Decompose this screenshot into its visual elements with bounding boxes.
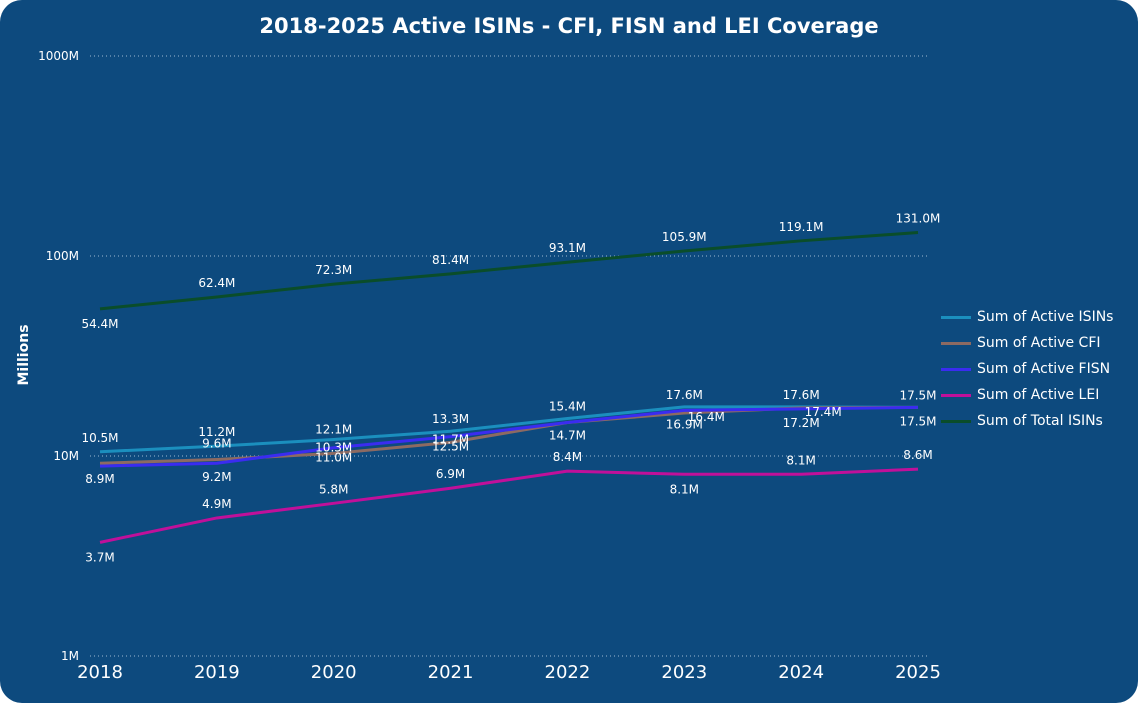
legend-item[interactable]: Sum of Active ISINs <box>941 304 1113 330</box>
data-label: 13.3M <box>432 412 469 426</box>
series-line-3 <box>99 467 919 544</box>
data-label: 14.7M <box>549 429 586 443</box>
y-axis-label: Millions <box>16 324 32 385</box>
data-label: 72.3M <box>315 263 352 277</box>
x-tick-label: 2020 <box>311 662 357 683</box>
data-label: 11.7M <box>432 432 469 446</box>
data-label: 17.4M <box>805 405 842 419</box>
data-label: 131.0M <box>896 212 941 226</box>
series-line-0 <box>99 405 919 454</box>
data-label: 62.4M <box>198 276 235 290</box>
data-label: 54.4M <box>81 317 118 331</box>
legend-label: Sum of Active LEI <box>977 387 1100 403</box>
series-line-4 <box>99 231 919 311</box>
legend-item[interactable]: Sum of Active CFI <box>941 330 1113 356</box>
data-label: 9.6M <box>202 437 231 451</box>
x-tick-label: 2021 <box>428 662 474 683</box>
data-label: 12.5M <box>432 440 469 454</box>
x-tick-label: 2023 <box>661 662 707 683</box>
y-axis-ticks: 1M 10M 100M 1000M <box>38 49 79 663</box>
data-label: 17.6M <box>666 388 703 402</box>
legend-label: Sum of Active FISN <box>977 361 1111 377</box>
legend-item[interactable]: Sum of Active FISN <box>941 356 1113 382</box>
data-label: 105.9M <box>662 230 707 244</box>
data-label: 81.4M <box>432 253 469 267</box>
chart-title: 2018-2025 Active ISINs - CFI, FISN and L… <box>259 14 879 38</box>
data-label: 10.5M <box>81 431 118 445</box>
series-line-2 <box>99 405 919 468</box>
series-lines <box>99 231 919 544</box>
legend-swatch <box>941 419 971 423</box>
data-label: 17.6M <box>783 388 820 402</box>
legend-label: Sum of Active CFI <box>977 335 1101 351</box>
x-tick-label: 2025 <box>895 662 941 683</box>
x-tick-label: 2019 <box>194 662 240 683</box>
legend-swatch <box>941 393 971 397</box>
data-label: 119.1M <box>779 220 824 234</box>
y-tick-label: 10M <box>53 449 79 463</box>
gridlines <box>90 55 928 657</box>
x-tick-label: 2022 <box>545 662 591 683</box>
data-label: 9.2M <box>202 470 231 484</box>
data-label: 8.4M <box>553 450 582 464</box>
x-axis-ticks: 2018 2019 2020 2021 2022 2023 2024 2025 <box>77 662 941 683</box>
legend-item[interactable]: Sum of Active LEI <box>941 382 1113 408</box>
data-label: 11.2M <box>198 425 235 439</box>
y-tick-label: 1M <box>61 649 79 663</box>
legend-swatch <box>941 367 971 371</box>
legend: Sum of Active ISINs Sum of Active CFI Sum … <box>941 304 1113 434</box>
legend-label: Sum of Total ISINs <box>977 413 1103 429</box>
data-label: 3.7M <box>85 550 114 564</box>
data-label: 15.4M <box>549 399 586 413</box>
y-tick-label: 1000M <box>38 49 79 63</box>
data-label: 93.1M <box>549 241 586 255</box>
y-tick-label: 100M <box>46 249 79 263</box>
legend-swatch <box>941 315 971 319</box>
data-label: 11.0M <box>315 451 352 465</box>
data-label: 8.1M <box>670 482 699 496</box>
legend-label: Sum of Active ISINs <box>977 309 1114 325</box>
data-label: 8.6M <box>903 448 932 462</box>
legend-swatch <box>941 341 971 345</box>
data-label: 8.9M <box>85 472 114 486</box>
legend-item[interactable]: Sum of Total ISINs <box>941 408 1113 434</box>
data-label: 5.8M <box>319 482 348 496</box>
data-label: 16.9M <box>666 417 703 431</box>
data-label: 16.4M <box>688 410 725 424</box>
data-label: 17.5M <box>899 414 936 428</box>
data-label: 17.2M <box>783 416 820 430</box>
data-label: 8.1M <box>786 453 815 467</box>
data-label: 4.9M <box>202 497 231 511</box>
data-label: 17.5M <box>899 388 936 402</box>
x-tick-label: 2018 <box>77 662 123 683</box>
x-tick-label: 2024 <box>778 662 824 683</box>
data-labels: 10.5M 11.2M 12.1M 13.3M 15.4M 17.6M 17.6M 17.5M… <box>81 212 940 565</box>
data-label: 12.1M <box>315 422 352 436</box>
data-label: 6.9M <box>436 467 465 481</box>
data-label: 10.3M <box>315 440 352 454</box>
